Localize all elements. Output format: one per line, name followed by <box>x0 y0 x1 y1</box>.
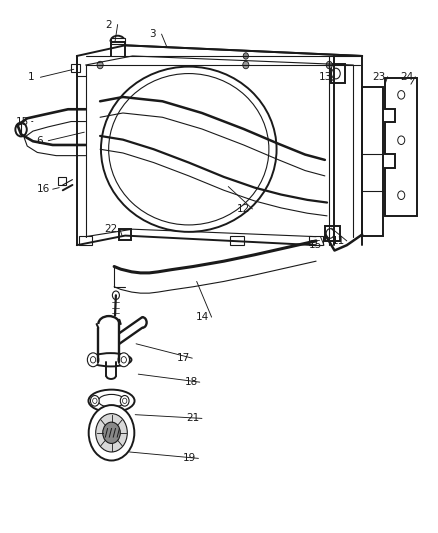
Text: 17: 17 <box>177 353 190 363</box>
Text: 6: 6 <box>36 136 43 146</box>
Bar <box>79 236 92 245</box>
Bar <box>324 226 339 241</box>
Text: 14: 14 <box>196 312 209 322</box>
Circle shape <box>242 61 248 69</box>
Bar <box>58 177 66 185</box>
Bar <box>309 236 322 245</box>
Circle shape <box>88 405 134 461</box>
Circle shape <box>87 353 99 367</box>
Bar <box>361 87 382 236</box>
Text: 23: 23 <box>371 72 385 82</box>
Text: 24: 24 <box>399 72 412 82</box>
Polygon shape <box>385 78 416 216</box>
Text: 18: 18 <box>184 377 197 387</box>
Text: 12: 12 <box>237 204 250 214</box>
Text: 13: 13 <box>318 72 332 82</box>
Text: 3: 3 <box>149 29 156 39</box>
Circle shape <box>97 61 103 69</box>
Circle shape <box>325 229 333 238</box>
Bar <box>331 64 344 83</box>
Text: 22: 22 <box>104 224 117 234</box>
Text: 19: 19 <box>183 454 196 463</box>
Text: 21: 21 <box>186 414 199 423</box>
Text: 2: 2 <box>105 20 112 29</box>
Circle shape <box>95 414 127 452</box>
Ellipse shape <box>90 353 131 367</box>
Circle shape <box>102 422 120 443</box>
Circle shape <box>120 395 129 406</box>
Text: 15: 15 <box>308 240 321 250</box>
Bar <box>110 38 125 44</box>
Text: 15: 15 <box>16 117 29 126</box>
Circle shape <box>325 61 332 69</box>
Circle shape <box>15 123 27 136</box>
Circle shape <box>90 395 99 406</box>
Text: 1: 1 <box>28 72 35 82</box>
Ellipse shape <box>101 67 276 232</box>
Circle shape <box>118 353 129 367</box>
Bar <box>118 229 131 240</box>
Ellipse shape <box>88 390 134 412</box>
Circle shape <box>243 53 248 59</box>
Circle shape <box>112 291 119 300</box>
Text: 16: 16 <box>37 184 50 194</box>
Circle shape <box>331 68 339 79</box>
Text: 11: 11 <box>331 236 344 246</box>
Bar <box>71 64 80 72</box>
Bar <box>230 236 243 245</box>
